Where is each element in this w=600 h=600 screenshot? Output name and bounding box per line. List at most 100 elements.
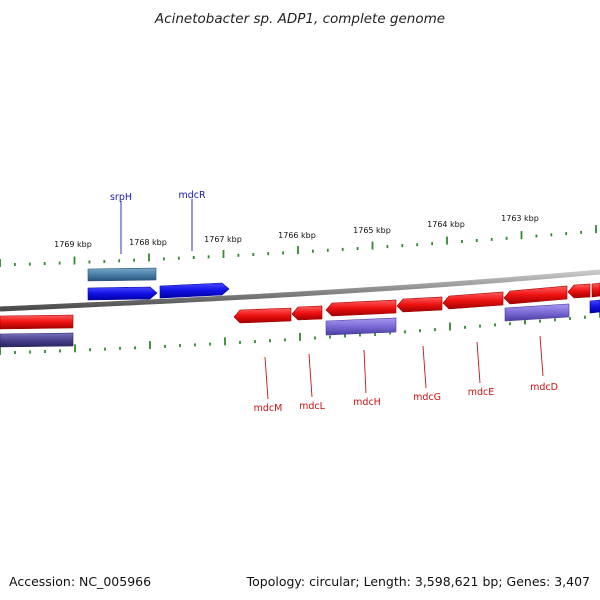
outer-minor-tick — [88, 260, 91, 264]
gene-right-edge-red — [567, 283, 591, 299]
outer-minor-tick — [535, 234, 538, 238]
outer-minor-tick — [326, 248, 329, 252]
gene-mdcD — [503, 285, 568, 305]
inner-major-tick — [74, 344, 76, 353]
inner-minor-tick — [179, 344, 181, 348]
inner-minor-tick — [344, 334, 346, 338]
map-title: Acinetobacter sp. ADP1, complete genome — [154, 11, 445, 27]
outer-major-tick — [148, 253, 150, 262]
scale-label-1768-kbp: 1768 kbp — [129, 238, 167, 247]
outer-minor-tick — [416, 243, 419, 247]
gene-right-edge — [589, 299, 600, 314]
outer-minor-tick — [58, 261, 61, 265]
inner-minor-tick — [44, 350, 46, 353]
gene-label-mdcE: mdcE — [468, 387, 495, 398]
inner-minor-tick — [569, 317, 571, 320]
outer-minor-tick — [401, 244, 404, 248]
scale-label-1769-kbp: 1769 kbp — [54, 240, 92, 249]
inner-minor-tick — [434, 328, 436, 332]
gene-mdcG — [396, 296, 443, 313]
outer-minor-tick — [431, 242, 433, 246]
outer-minor-tick — [43, 262, 46, 266]
outer-minor-tick — [580, 230, 582, 234]
gene-mdcH — [325, 299, 397, 317]
outer-major-tick — [446, 236, 448, 245]
gene-left-edge-red — [0, 314, 74, 330]
outer-tick-track — [0, 225, 597, 267]
inner-major-tick — [0, 347, 1, 355]
cds-mdcD — [504, 303, 570, 322]
outer-minor-tick — [207, 255, 210, 259]
outer-minor-tick — [192, 256, 195, 259]
inner-minor-tick — [104, 347, 106, 351]
outer-major-tick — [297, 246, 299, 255]
gene-mdcM — [233, 307, 292, 324]
leader-line-mdcD — [539, 335, 544, 377]
leader-line-mdcE — [476, 341, 481, 384]
outer-minor-tick — [461, 240, 463, 243]
leader-line-mdcL — [308, 353, 313, 398]
scale-label-1767-kbp: 1767 kbp — [204, 235, 242, 244]
outer-minor-tick — [312, 249, 314, 253]
inner-minor-tick — [329, 335, 331, 339]
inner-major-tick — [224, 337, 226, 346]
outer-minor-tick — [237, 253, 240, 257]
outer-minor-tick — [267, 252, 270, 256]
scale-label-1764-kbp: 1764 kbp — [427, 220, 465, 229]
inner-minor-tick — [269, 339, 271, 343]
outer-minor-tick — [118, 259, 121, 263]
outer-minor-tick — [14, 263, 16, 266]
outer-minor-tick — [505, 236, 508, 240]
outer-minor-tick — [163, 257, 165, 261]
outer-minor-tick — [356, 247, 359, 250]
inner-minor-tick — [554, 318, 556, 322]
outer-minor-tick — [177, 256, 180, 260]
gene-label-mdcH: mdcH — [353, 397, 381, 408]
gene-mdcL — [291, 305, 323, 321]
cds-mdcH — [325, 317, 397, 336]
inner-minor-tick — [29, 350, 31, 354]
outer-major-tick — [595, 225, 597, 234]
inner-tick-track — [0, 309, 600, 355]
gene-right-edge-red-2 — [591, 282, 600, 298]
outer-minor-tick — [28, 262, 31, 266]
leader-line-mdcG — [422, 345, 427, 389]
inner-minor-tick — [584, 315, 586, 319]
cds-srpH — [87, 267, 157, 282]
inner-minor-tick — [419, 329, 421, 333]
outer-minor-tick — [386, 245, 389, 249]
leader-line-mdcM — [264, 356, 269, 400]
inner-major-tick — [149, 341, 151, 350]
accession-text: Accession: NC_005966 — [9, 574, 151, 589]
outer-minor-tick — [341, 247, 344, 251]
inner-minor-tick — [359, 333, 361, 337]
outer-major-tick — [0, 259, 1, 267]
gene-mdcR — [159, 282, 230, 299]
inner-minor-tick — [164, 344, 166, 348]
outer-minor-tick — [490, 237, 493, 241]
inner-major-tick — [524, 316, 526, 325]
gene-label-mdcD: mdcD — [530, 382, 558, 393]
cds-left-edge — [0, 332, 74, 348]
outer-major-tick — [222, 250, 225, 258]
inner-minor-tick — [209, 342, 211, 346]
outer-minor-tick — [550, 233, 553, 237]
gene-label-mdcL: mdcL — [299, 401, 326, 412]
gene-mdcE — [442, 291, 504, 310]
inner-minor-tick — [89, 348, 91, 352]
outer-minor-tick — [133, 258, 135, 262]
inner-minor-tick — [239, 340, 241, 344]
inner-major-tick — [299, 332, 301, 341]
inner-minor-tick — [494, 323, 496, 327]
inner-minor-tick — [389, 331, 391, 335]
leader-line-mdcH — [363, 349, 367, 394]
inner-minor-tick — [314, 336, 316, 340]
scale-label-1766-kbp: 1766 kbp — [278, 231, 316, 240]
outer-minor-tick — [282, 251, 284, 255]
inner-minor-tick — [14, 351, 16, 354]
outer-minor-tick — [565, 232, 568, 236]
inner-minor-tick — [509, 322, 511, 326]
gene-label-mdcM: mdcM — [254, 403, 283, 414]
scale-label-1763-kbp: 1763 kbp — [501, 214, 539, 223]
